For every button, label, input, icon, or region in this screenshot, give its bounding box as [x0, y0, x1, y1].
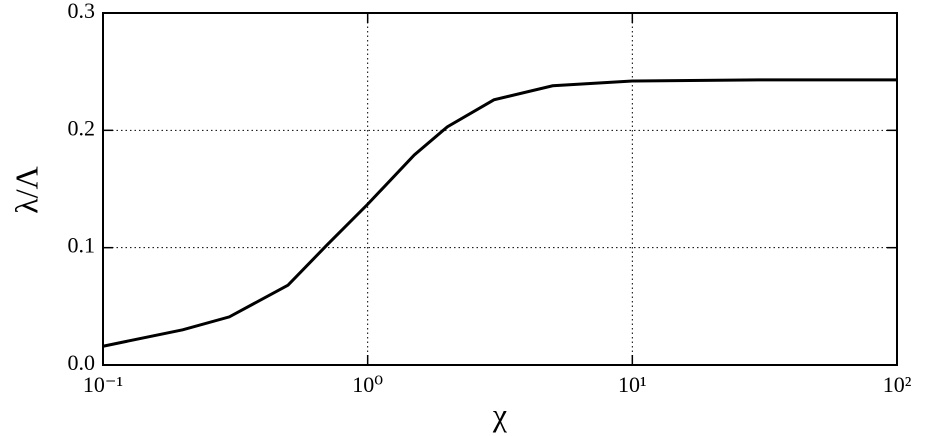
plot-frame — [102, 12, 898, 366]
y-tick-label: 0.3 — [68, 0, 96, 23]
y-tick-label: 0.1 — [68, 233, 96, 258]
x-tick-label: 10⁰ — [352, 372, 383, 397]
y-tick-label: 0.0 — [68, 350, 96, 375]
y-axis-label: λ/Λ — [8, 166, 44, 214]
x-tick-label: 10⁻¹ — [83, 372, 123, 397]
x-axis-label: χ — [492, 396, 508, 432]
x-tick-label: 10¹ — [618, 372, 647, 397]
y-tick-label: 0.2 — [68, 115, 96, 140]
x-tick-label: 10² — [883, 372, 912, 397]
data-line — [102, 78, 897, 348]
